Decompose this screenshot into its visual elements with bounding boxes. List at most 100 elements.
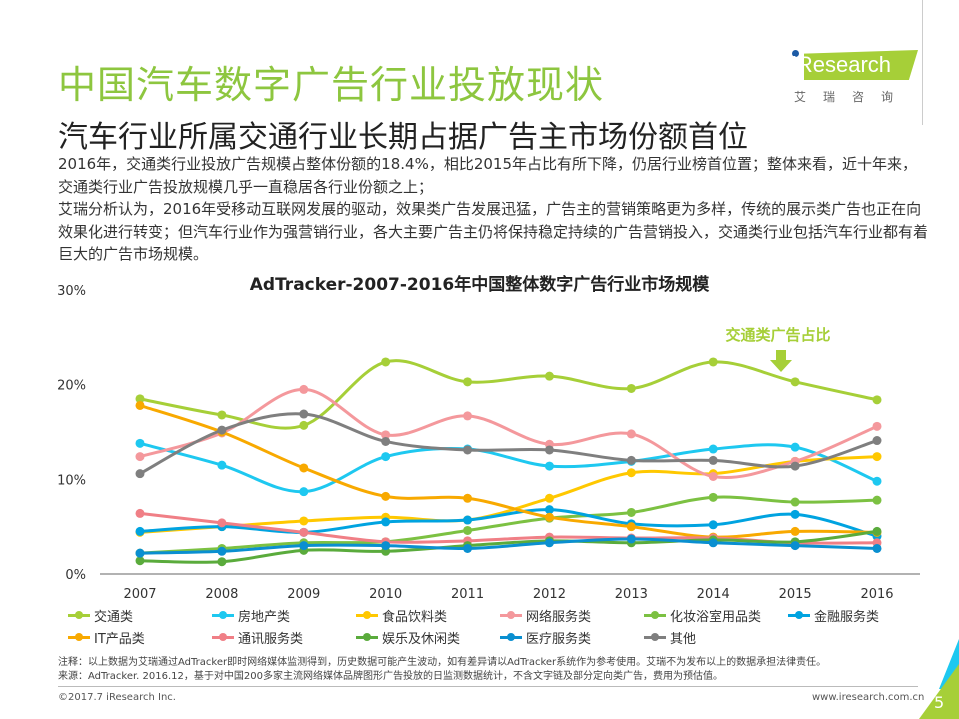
- data-point-化妆浴室用品类: [463, 525, 473, 535]
- data-point-娱乐及休闲类: [135, 556, 145, 566]
- data-point-IT产品类: [381, 491, 391, 501]
- data-point-通讯服务类: [217, 518, 227, 528]
- legend-marker-icon: [356, 633, 378, 641]
- legend-label: 通讯服务类: [238, 632, 304, 647]
- legend-label: 交通类: [94, 610, 134, 625]
- series-line-化妆浴室用品类: [139, 495, 878, 555]
- y-tick-label: 10%: [57, 473, 86, 488]
- annotation-arrow-icon: [770, 350, 792, 372]
- page-title: 中国汽车数字广告行业投放现状: [58, 63, 605, 107]
- data-point-医疗服务类: [708, 538, 718, 548]
- x-tick-label: 2010: [369, 587, 402, 602]
- x-tick-label: 2012: [533, 587, 566, 602]
- data-point-IT产品类: [299, 463, 309, 473]
- data-point-其他: [299, 409, 309, 419]
- data-point-交通类: [708, 357, 718, 367]
- legend-marker-icon: [68, 633, 90, 641]
- legend-marker-icon: [212, 611, 234, 619]
- data-point-其他: [217, 425, 227, 435]
- data-point-IT产品类: [626, 522, 636, 532]
- x-tick-label: 2007: [123, 587, 156, 602]
- legend-marker-icon: [644, 611, 666, 619]
- divider: [922, 0, 923, 125]
- x-tick-label: 2013: [615, 587, 648, 602]
- data-point-房地产类: [708, 444, 718, 454]
- legend-label: 金融服务类: [814, 610, 880, 625]
- logo-brand: iResearch: [792, 52, 892, 77]
- website-url[interactable]: www.iresearch.com.cn: [812, 692, 925, 703]
- legend-label: 其他: [670, 632, 697, 647]
- data-point-IT产品类: [790, 526, 800, 536]
- data-point-化妆浴室用品类: [708, 492, 718, 502]
- y-tick-label: 20%: [57, 379, 86, 394]
- legend-label: IT产品类: [94, 632, 145, 647]
- data-point-娱乐及休闲类: [872, 526, 882, 536]
- data-point-医疗服务类: [381, 541, 391, 551]
- data-point-化妆浴室用品类: [872, 495, 882, 505]
- data-point-通讯服务类: [135, 508, 145, 518]
- x-tick-label: 2011: [451, 587, 484, 602]
- data-point-娱乐及休闲类: [217, 557, 227, 567]
- logo-cn: 艾瑞咨询: [794, 90, 911, 104]
- series-line-金融服务类: [139, 508, 878, 538]
- legend-marker-icon: [500, 633, 522, 641]
- data-point-网络服务类: [708, 471, 718, 481]
- data-point-交通类: [217, 410, 227, 420]
- data-point-网络服务类: [872, 421, 882, 431]
- x-tick-label: 2014: [697, 587, 730, 602]
- data-point-其他: [708, 455, 718, 465]
- y-tick-label: 30%: [57, 284, 86, 299]
- paragraph-2: 艾瑞分析认为，2016年受移动互联网发展的驱动，效果类广告发展迅猛，广告主的营销…: [58, 200, 929, 263]
- data-point-其他: [790, 461, 800, 471]
- note-text: 注释：以上数据为艾瑞通过AdTracker即时网络媒体监测得到，历史数据可能产生…: [58, 657, 827, 668]
- data-point-金融服务类: [381, 517, 391, 527]
- legend-item: 化妆浴室用品类: [644, 606, 761, 625]
- data-point-通讯服务类: [299, 527, 309, 537]
- data-point-房地产类: [544, 461, 554, 471]
- legend-item: 娱乐及休闲类: [356, 628, 460, 647]
- legend-label: 化妆浴室用品类: [670, 610, 762, 625]
- series-line-食品饮料类: [139, 455, 878, 534]
- data-point-交通类: [872, 395, 882, 405]
- y-tick-label: 0%: [65, 568, 86, 583]
- page-subtitle: 汽车行业所属交通行业长期占据广告主市场份额首位: [58, 120, 748, 155]
- data-point-交通类: [135, 394, 145, 404]
- data-point-医疗服务类: [872, 543, 882, 553]
- data-point-网络服务类: [135, 452, 145, 462]
- data-point-食品饮料类: [299, 516, 309, 526]
- iresearch-logo: iResearch 艾瑞咨询: [790, 50, 920, 110]
- data-point-其他: [135, 469, 145, 479]
- data-point-房地产类: [381, 452, 391, 462]
- data-point-金融服务类: [708, 520, 718, 530]
- chart-title: AdTracker-2007-2016年中国整体数字广告行业市场规模: [249, 275, 710, 295]
- data-point-房地产类: [299, 487, 309, 497]
- data-point-交通类: [381, 357, 391, 367]
- series-line-交通类: [139, 359, 878, 430]
- data-point-交通类: [626, 383, 636, 393]
- data-point-网络服务类: [626, 429, 636, 439]
- data-point-其他: [544, 445, 554, 455]
- data-point-IT产品类: [544, 512, 554, 522]
- series-line-房地产类: [139, 441, 878, 494]
- footer-divider: [58, 686, 918, 687]
- data-point-医疗服务类: [544, 538, 554, 548]
- data-point-医疗服务类: [299, 541, 309, 551]
- data-point-交通类: [299, 420, 309, 430]
- data-point-化妆浴室用品类: [790, 497, 800, 507]
- copyright: ©2017.7 iResearch Inc.: [58, 692, 176, 703]
- data-point-房地产类: [217, 460, 227, 470]
- legend-marker-icon: [500, 611, 522, 619]
- data-point-食品饮料类: [626, 468, 636, 478]
- annotation-label: 交通类广告占比: [725, 326, 830, 344]
- data-point-网络服务类: [381, 430, 391, 440]
- data-point-金融服务类: [135, 526, 145, 536]
- series-line-网络服务类: [139, 387, 878, 479]
- series-line-其他: [139, 412, 878, 475]
- x-tick-label: 2016: [860, 587, 893, 602]
- page-corner-decoration: [919, 639, 959, 719]
- data-point-化妆浴室用品类: [626, 507, 636, 517]
- legend-item: 交通类: [68, 606, 133, 625]
- paragraph-1: 2016年，交通类行业投放广告规模占整体份额的18.4%，相比2015年占比有所…: [58, 155, 918, 196]
- legend-label: 娱乐及休闲类: [382, 632, 461, 647]
